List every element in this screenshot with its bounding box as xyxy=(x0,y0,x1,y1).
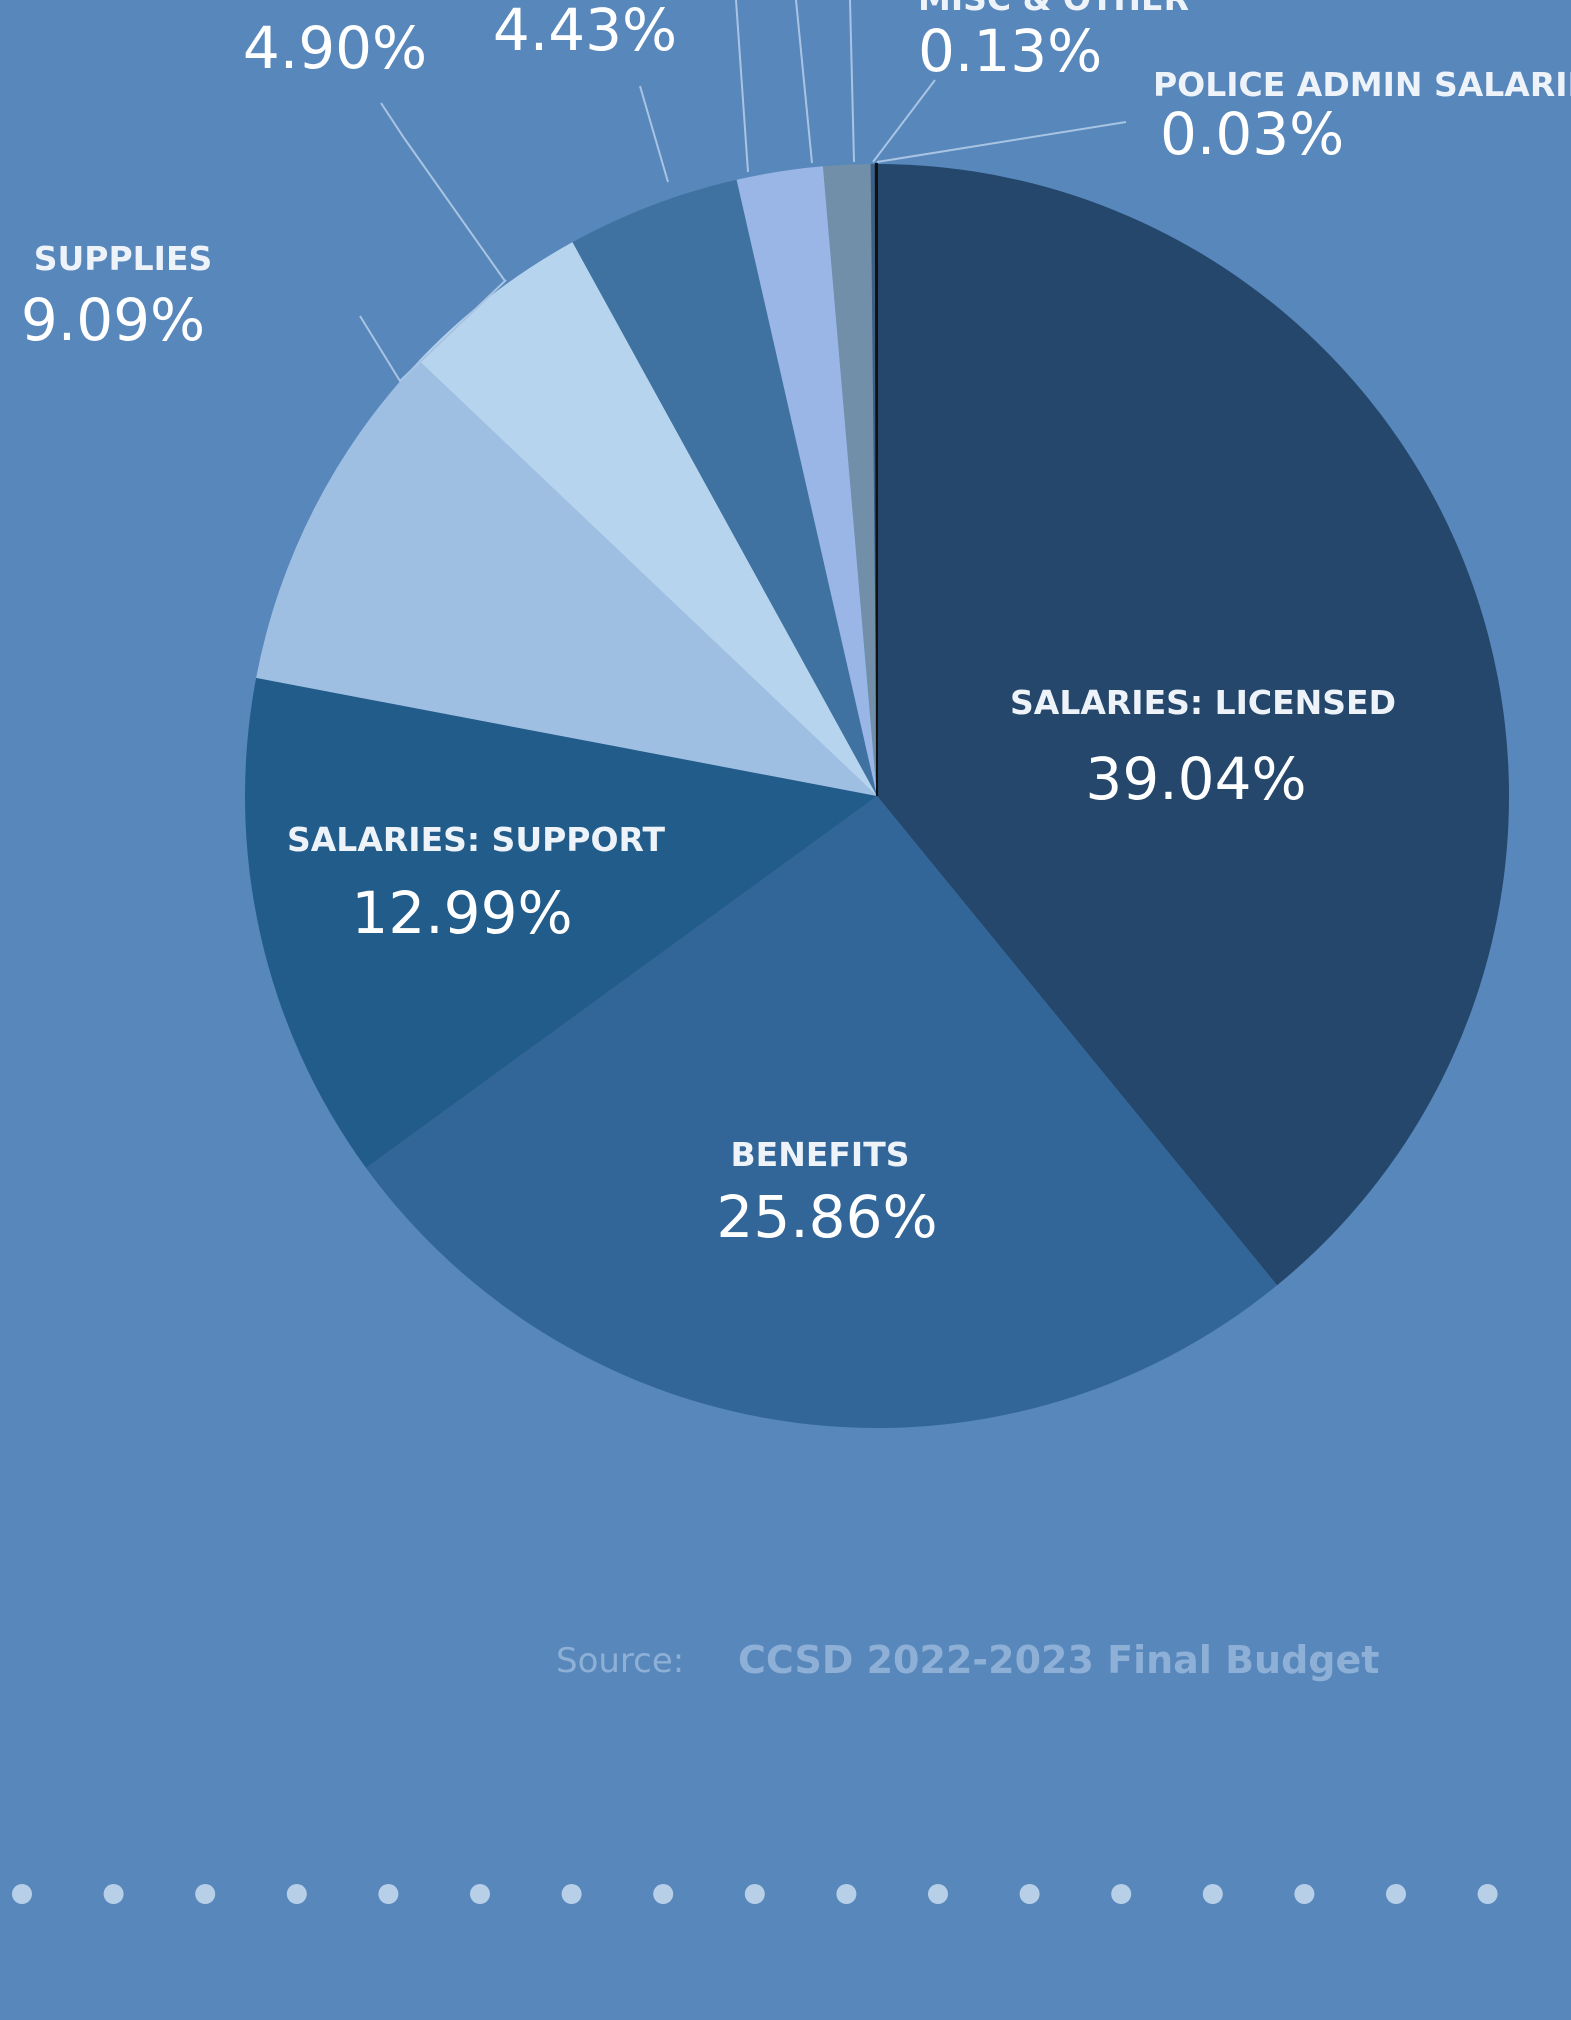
divider-dot xyxy=(1111,1884,1132,1904)
divider-dot xyxy=(1294,1884,1315,1904)
divider-dot xyxy=(1019,1884,1040,1904)
pie-slice-8 xyxy=(822,164,877,796)
source-label: Source: xyxy=(556,1641,684,1681)
pie-slice-5 xyxy=(418,242,877,796)
pie-slice-1 xyxy=(877,164,1510,1286)
divider-dot xyxy=(928,1884,948,1904)
leader-lines xyxy=(359,0,1127,383)
label-misc-other: MISC & OTHER xyxy=(918,0,1189,18)
leader-line-slice-7 xyxy=(735,0,749,173)
divider-dot xyxy=(195,1884,216,1904)
value-salaries-support: 12.99% xyxy=(351,879,572,947)
label-salaries-licensed: SALARIES: LICENSED xyxy=(1010,683,1396,722)
pie-slice-4 xyxy=(256,360,877,796)
pie-slice-7 xyxy=(736,166,877,796)
pie-slice-3 xyxy=(244,677,877,1168)
divider-dot xyxy=(286,1884,307,1904)
label-supplies: SUPPLIES xyxy=(34,239,213,278)
pie-slice-6 xyxy=(572,179,877,797)
label-benefits: BENEFITS xyxy=(731,1135,910,1174)
divider-dot xyxy=(470,1884,490,1904)
value-benefits: 25.86% xyxy=(716,1183,937,1251)
divider-dot xyxy=(1202,1884,1223,1904)
divider-dot xyxy=(1386,1884,1406,1904)
dotted-divider xyxy=(12,1884,1498,1904)
leader-line-supplies xyxy=(359,279,507,383)
divider-dot xyxy=(103,1884,124,1904)
divider-dot xyxy=(12,1884,32,1904)
value-slice-6: 4.43% xyxy=(493,0,677,64)
label-salaries-support: SALARIES: SUPPORT xyxy=(287,820,665,859)
value-slice-5: 4.90% xyxy=(243,14,427,82)
leader-line-slice-8 xyxy=(795,0,813,164)
value-salaries-licensed: 39.04% xyxy=(1085,745,1306,813)
leader-line-police xyxy=(876,121,1127,163)
divider-dot xyxy=(836,1884,857,1904)
leader-line-4-90 xyxy=(380,102,506,282)
pie-slice-10 xyxy=(874,162,878,797)
divider-dot xyxy=(653,1884,674,1904)
source-value: CCSD 2022-2023 Final Budget xyxy=(738,1638,1379,1682)
divider-dot xyxy=(744,1884,765,1904)
divider-dot xyxy=(1477,1884,1498,1904)
pie-slices xyxy=(244,162,1510,1429)
divider-dot xyxy=(378,1884,399,1904)
leader-line-4-43 xyxy=(639,85,669,183)
leader-line-slice-9 xyxy=(849,0,855,163)
leader-line-misc xyxy=(872,79,936,163)
pie-slice-2 xyxy=(366,796,1278,1429)
value-police-admin: 0.03% xyxy=(1160,100,1344,168)
value-misc-other: 0.13% xyxy=(918,17,1102,85)
divider-dot xyxy=(561,1884,582,1904)
value-supplies: 9.09% xyxy=(21,286,205,354)
label-police-admin: POLICE ADMIN SALARIES xyxy=(1153,65,1571,104)
